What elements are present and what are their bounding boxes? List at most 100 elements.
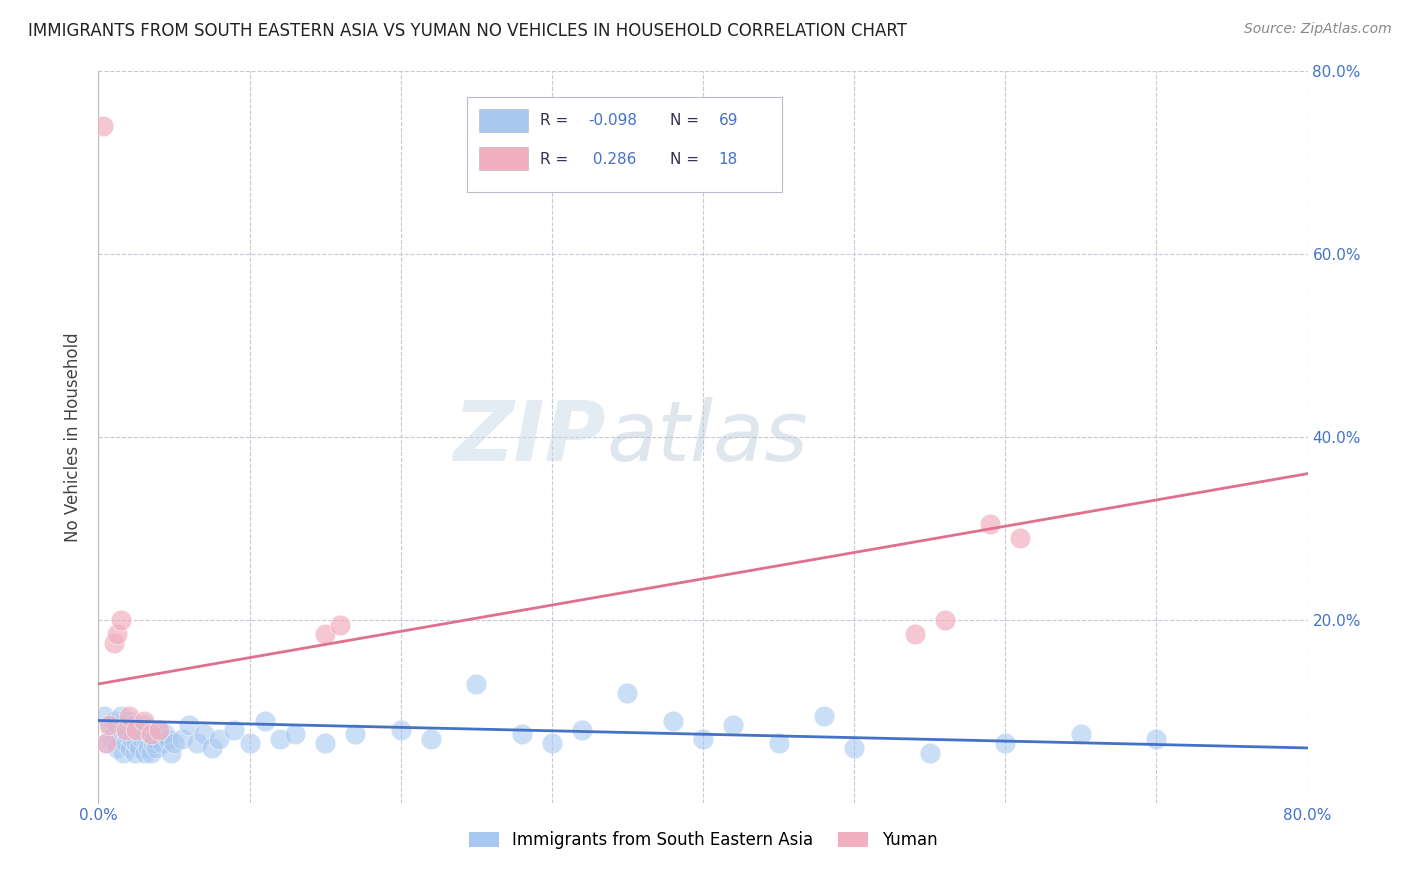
Point (918, 746, 941, 760)
Point (108, 731, 131, 746)
Point (115, 727, 138, 741)
Point (93, 709, 115, 723)
Point (122, 718, 145, 732)
Point (979, 516, 1001, 531)
Point (314, 626, 336, 640)
Point (934, 613, 956, 627)
Point (125, 723, 148, 737)
Point (107, 718, 129, 732)
Point (141, 746, 163, 760)
Point (170, 731, 193, 746)
Point (103, 636, 125, 650)
Point (118, 714, 141, 728)
Point (314, 736, 336, 750)
Point (110, 709, 132, 723)
Point (129, 727, 152, 741)
Point (111, 746, 134, 760)
FancyBboxPatch shape (467, 97, 782, 192)
Point (253, 714, 276, 728)
Point (132, 718, 155, 732)
Point (114, 736, 136, 750)
Text: N =: N = (671, 113, 704, 128)
Point (141, 727, 163, 741)
Text: 18: 18 (718, 152, 738, 167)
Point (100, 723, 122, 737)
Point (329, 617, 352, 632)
Point (813, 709, 835, 723)
Point (723, 718, 745, 732)
Point (284, 727, 307, 741)
Text: 69: 69 (718, 113, 738, 128)
Point (143, 731, 166, 746)
Point (91, 120, 114, 134)
Point (103, 714, 125, 728)
Text: 0.286: 0.286 (588, 152, 637, 167)
Legend: Immigrants from South Eastern Asia, Yuman: Immigrants from South Eastern Asia, Yuma… (468, 831, 938, 849)
Point (1010, 531, 1032, 545)
Point (153, 727, 176, 741)
Point (201, 740, 224, 755)
Point (120, 740, 142, 755)
Point (239, 736, 262, 750)
Point (121, 731, 143, 746)
Point (128, 740, 150, 755)
Point (101, 731, 124, 746)
Point (127, 723, 149, 737)
Point (96, 736, 118, 750)
Text: N =: N = (671, 152, 704, 167)
Point (118, 709, 141, 723)
Text: IMMIGRANTS FROM SOUTH EASTERN ASIA VS YUMAN NO VEHICLES IN HOUSEHOLD CORRELATION: IMMIGRANTS FROM SOUTH EASTERN ASIA VS YU… (28, 22, 907, 40)
Point (465, 677, 488, 691)
Point (114, 723, 136, 737)
Point (94, 736, 117, 750)
Point (139, 727, 162, 741)
Point (571, 723, 593, 737)
Point (163, 736, 186, 750)
Point (193, 727, 215, 741)
Point (105, 626, 128, 640)
Point (112, 723, 135, 737)
Point (135, 736, 157, 750)
Point (125, 736, 148, 750)
Point (179, 718, 201, 732)
Point (134, 746, 156, 760)
Point (148, 723, 170, 737)
Text: atlas: atlas (606, 397, 808, 477)
Point (142, 736, 165, 750)
Point (420, 731, 443, 746)
Point (150, 736, 173, 750)
Text: ZIP: ZIP (454, 397, 606, 477)
Point (148, 723, 170, 737)
Point (692, 731, 714, 746)
Point (145, 740, 167, 755)
Point (344, 727, 367, 741)
Point (661, 714, 683, 728)
Point (389, 723, 412, 737)
Point (904, 626, 927, 640)
Point (110, 613, 132, 627)
Point (510, 727, 533, 741)
Point (269, 731, 291, 746)
Point (132, 714, 155, 728)
Point (994, 736, 1017, 750)
Point (98, 718, 121, 732)
Point (540, 736, 562, 750)
Text: -0.098: -0.098 (588, 113, 637, 128)
FancyBboxPatch shape (479, 146, 527, 170)
Point (1144, 731, 1167, 746)
Point (1070, 727, 1092, 741)
Point (160, 746, 183, 760)
Point (186, 736, 208, 750)
Point (208, 731, 231, 746)
Point (156, 731, 179, 746)
Point (105, 740, 128, 755)
Point (768, 736, 790, 750)
Text: Source: ZipAtlas.com: Source: ZipAtlas.com (1244, 22, 1392, 37)
FancyBboxPatch shape (479, 109, 527, 132)
Point (844, 740, 866, 755)
Point (124, 746, 146, 760)
Text: R =: R = (540, 152, 572, 167)
Y-axis label: No Vehicles in Household: No Vehicles in Household (65, 332, 83, 542)
Text: R =: R = (540, 113, 572, 128)
Point (104, 727, 127, 741)
